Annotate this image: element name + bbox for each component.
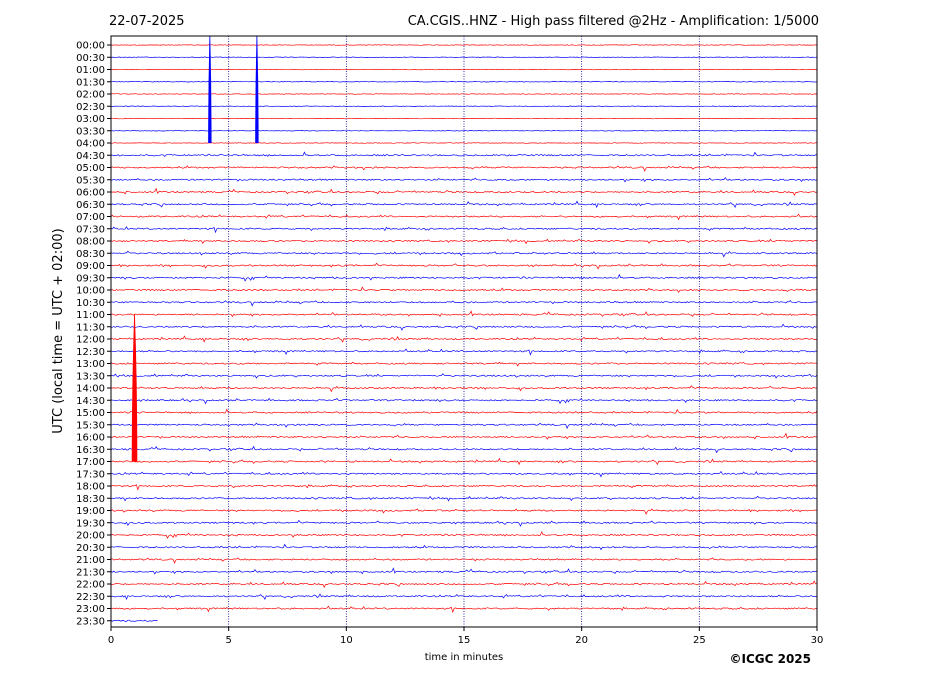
y-tick-label: 01:30 xyxy=(76,77,105,88)
y-tick-label: 15:30 xyxy=(76,420,105,431)
event-spikes xyxy=(131,35,259,462)
trace-0430 xyxy=(110,151,818,158)
y-tick-label: 13:30 xyxy=(76,371,105,382)
y-tick-label: 09:30 xyxy=(76,273,105,284)
y-tick-label: 10:30 xyxy=(76,298,105,309)
trace-1900 xyxy=(110,508,818,515)
y-tick-label: 23:30 xyxy=(76,616,105,627)
y-tick-label: 02:30 xyxy=(76,102,105,113)
y-tick-label: 07:30 xyxy=(76,224,105,235)
y-tick-label: 02:00 xyxy=(76,90,105,101)
x-tick-label: 5 xyxy=(225,635,231,646)
y-tick-label: 06:30 xyxy=(76,200,105,211)
y-tick-label: 21:00 xyxy=(76,555,105,566)
trace-2000 xyxy=(110,531,818,539)
x-tick-label: 30 xyxy=(811,635,824,646)
x-axis-label: time in minutes xyxy=(425,652,504,663)
y-tick-label: 16:00 xyxy=(76,433,105,444)
x-tick-label: 25 xyxy=(693,635,706,646)
y-tick-label: 05:30 xyxy=(76,175,105,186)
y-tick-label: 03:30 xyxy=(76,126,105,137)
y-tick-label: 14:00 xyxy=(76,384,105,395)
y-tick-label: 16:30 xyxy=(76,445,105,456)
plot-area xyxy=(110,35,818,628)
y-tick-label: 04:30 xyxy=(76,151,105,162)
trace-1430 xyxy=(110,397,818,405)
event-spike xyxy=(131,314,138,462)
trace-0330 xyxy=(110,130,818,132)
y-tick-label: 20:30 xyxy=(76,543,105,554)
trace-0400 xyxy=(111,142,818,144)
trace-1000 xyxy=(110,286,818,293)
y-tick-label: 11:00 xyxy=(76,310,105,321)
y-tick-label: 17:30 xyxy=(76,469,105,480)
trace-0930 xyxy=(110,273,818,282)
trace-1930 xyxy=(110,519,818,527)
y-tick-label: 12:00 xyxy=(76,335,105,346)
y-tick-label: 19:30 xyxy=(76,518,105,529)
y-tick-label: 06:00 xyxy=(76,188,105,199)
y-tick-label: 01:00 xyxy=(76,65,105,76)
trace-1030 xyxy=(110,300,818,307)
y-tick-label: 00:30 xyxy=(76,53,105,64)
trace-1830 xyxy=(110,495,817,502)
y-tick-label: 08:30 xyxy=(76,249,105,260)
x-tick-label: 20 xyxy=(575,635,588,646)
y-tick-label: 18:30 xyxy=(76,494,105,505)
trace-0830 xyxy=(110,250,818,258)
y-tick-label: 21:30 xyxy=(76,567,105,578)
y-tick-label: 11:30 xyxy=(76,322,105,333)
vertical-gridlines xyxy=(228,36,700,627)
y-tick-label: 22:00 xyxy=(76,580,105,591)
trace-0030 xyxy=(110,56,818,58)
y-tick-label: 00:00 xyxy=(76,41,105,52)
x-tick-label: 0 xyxy=(108,635,114,646)
trace-1400 xyxy=(111,385,818,393)
y-tick-label: 18:00 xyxy=(76,482,105,493)
y-tick-label: 17:00 xyxy=(76,457,105,468)
x-axis: 0 5 10 15 20 25 30 xyxy=(108,627,824,646)
y-tick-label: 04:00 xyxy=(76,139,105,150)
y-tick-label: 19:00 xyxy=(76,506,105,517)
y-tick-label: 09:00 xyxy=(76,261,105,272)
y-axis-label: UTC (local time = UTC + 02:00) xyxy=(51,228,66,433)
y-tick-label: 08:00 xyxy=(76,237,105,248)
y-tick-label: 22:30 xyxy=(76,592,105,603)
copyright-label: ©ICGC 2025 xyxy=(729,652,811,666)
date-label: 22-07-2025 xyxy=(109,14,185,29)
y-tick-label: 14:30 xyxy=(76,396,105,407)
y-tick-label: 23:00 xyxy=(76,604,105,615)
chart-title: CA.CGIS..HNZ - High pass filtered @2Hz -… xyxy=(408,14,819,29)
x-tick-label: 15 xyxy=(458,635,471,646)
y-tick-label: 12:30 xyxy=(76,347,105,358)
y-tick-label: 15:00 xyxy=(76,408,105,419)
y-tick-label: 13:00 xyxy=(76,359,105,370)
y-tick-label: 20:00 xyxy=(76,531,105,542)
trace-2330 xyxy=(110,619,158,622)
y-tick-label: 03:00 xyxy=(76,114,105,125)
x-tick-label: 10 xyxy=(340,635,353,646)
y-tick-label: 05:00 xyxy=(76,163,105,174)
trace-0000 xyxy=(111,44,818,46)
y-tick-label: 07:00 xyxy=(76,212,105,223)
y-tick-label: 10:00 xyxy=(76,286,105,297)
